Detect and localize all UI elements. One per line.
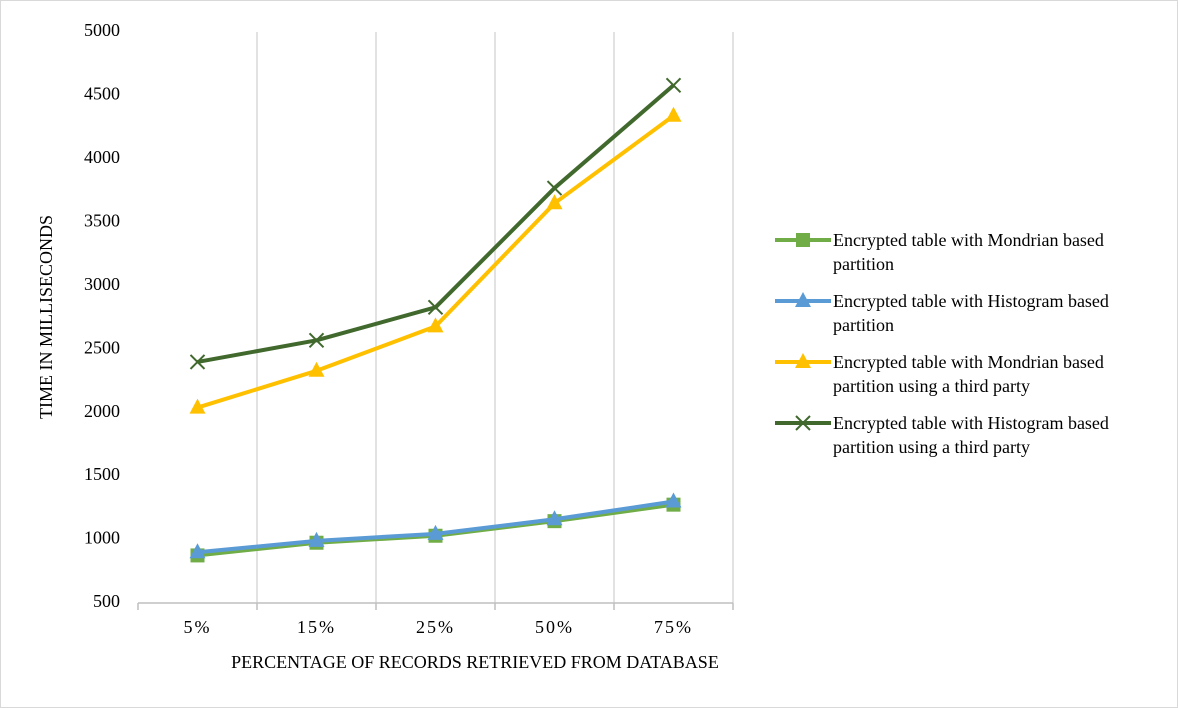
legend-swatch: [775, 353, 831, 368]
marker: [308, 332, 325, 349]
marker: [546, 510, 563, 526]
x-axis-title: PERCENTAGE OF RECORDS RETRIEVED FROM DAT…: [231, 652, 719, 672]
marker: [665, 106, 682, 122]
y-tick-label: 3500: [84, 210, 120, 230]
legend-label: Encrypted table with Mondrian based part…: [833, 230, 1104, 274]
marker: [796, 233, 810, 247]
marker: [795, 292, 811, 307]
y-tick-label: 5000: [84, 20, 120, 40]
legend-swatch: [775, 292, 831, 307]
legend-item: Encrypted table with Histogram based par…: [773, 411, 1153, 459]
series-line: [196, 114, 675, 410]
marker: [546, 194, 563, 210]
y-axis-title: TIME IN MILLISECONDS: [36, 215, 56, 419]
y-tick-label: 4500: [84, 84, 120, 104]
legend-item: Encrypted table with Mondrian based part…: [773, 350, 1153, 398]
y-tick-label: 1500: [84, 464, 120, 484]
x-tick-label: 25%: [416, 617, 455, 637]
marker: [427, 299, 444, 316]
y-tick-label: 4000: [84, 147, 120, 167]
marker: [189, 543, 206, 559]
legend-label: Encrypted table with Histogram based par…: [833, 291, 1109, 335]
marker: [308, 531, 325, 547]
legend-item: Encrypted table with Mondrian based part…: [773, 228, 1153, 276]
marker: [546, 180, 563, 196]
marker: [795, 415, 811, 431]
legend-swatch: [775, 233, 831, 247]
x-tick-label: 50%: [535, 617, 574, 637]
marker: [427, 524, 444, 540]
marker: [427, 317, 444, 333]
x-tick-label: 75%: [654, 617, 693, 637]
legend-item: Encrypted table with Histogram based par…: [773, 289, 1153, 337]
y-tick-label: 2000: [84, 401, 120, 421]
y-tick-label: 2500: [84, 337, 120, 357]
marker: [665, 77, 682, 94]
marker: [308, 361, 325, 377]
y-tick-label: 500: [93, 591, 120, 611]
y-tick-label: 1000: [84, 528, 120, 548]
marker: [189, 398, 206, 414]
legend-label: Encrypted table with Histogram based par…: [833, 413, 1109, 457]
marker: [189, 354, 206, 370]
y-tick-label: 3000: [84, 274, 120, 294]
marker: [795, 353, 811, 368]
legend: Encrypted table with Mondrian based part…: [773, 228, 1153, 472]
marker: [665, 492, 682, 508]
legend-label: Encrypted table with Mondrian based part…: [833, 352, 1104, 396]
x-tick-label: 5%: [184, 617, 212, 637]
x-tick-label: 15%: [297, 617, 336, 637]
legend-swatch: [775, 415, 831, 431]
